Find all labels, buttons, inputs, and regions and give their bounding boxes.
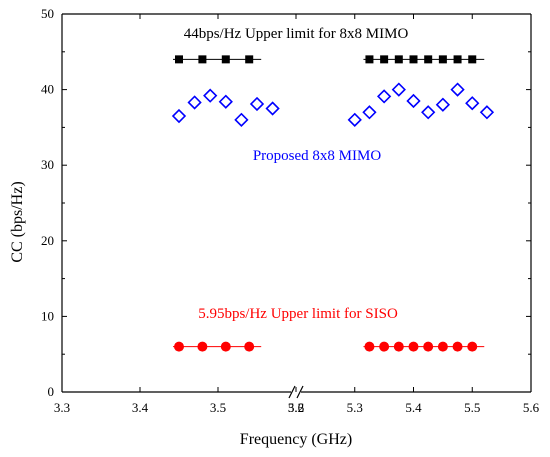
data-point-circle — [452, 341, 463, 352]
data-point-diamond — [347, 112, 362, 127]
annotations: 44bps/Hz Upper limit for 8x8 MIMO Propose… — [184, 26, 409, 322]
data-point-circle — [408, 341, 419, 352]
data-point-circle — [423, 341, 434, 352]
data-point-diamond — [376, 89, 392, 104]
data-point-square — [198, 55, 207, 64]
data-point-diamond — [265, 101, 280, 116]
x-tick-label: 5.3 — [347, 400, 363, 415]
data-point-square — [409, 55, 418, 64]
annotation-label: Proposed 8x8 MIMO — [253, 148, 382, 164]
data-point-circle — [244, 341, 255, 352]
axis-break-mark — [296, 385, 304, 399]
data-point-square — [380, 55, 389, 64]
data-point-circle — [467, 341, 478, 352]
data-point-square — [245, 55, 254, 64]
x-tick-label: 3.6 — [288, 400, 305, 415]
x-tick-label: 3.5 — [210, 400, 226, 415]
x-tick-label: 3.4 — [132, 400, 149, 415]
data-point-diamond — [406, 93, 421, 109]
data-point-circle — [437, 341, 448, 352]
data-point-square — [365, 55, 374, 64]
data-point-square — [424, 55, 433, 64]
y-tick-label: 50 — [41, 6, 54, 21]
y-tick-label: 0 — [48, 384, 55, 399]
x-tick-label: 5.2 — [288, 400, 304, 415]
data-point-diamond — [234, 112, 249, 127]
data-point-diamond — [450, 82, 465, 97]
x-tick-label: 5.5 — [464, 400, 480, 415]
data-point-circle — [197, 341, 208, 352]
x-axis-title: Frequency (GHz) — [240, 431, 352, 448]
data-point-square — [468, 55, 477, 64]
data-point-diamond — [479, 105, 495, 120]
data-point-square — [175, 55, 183, 64]
data-point-circle — [364, 341, 375, 352]
annotation-label: 44bps/Hz Upper limit for 8x8 MIMO — [184, 26, 409, 42]
data-point-circle — [379, 341, 390, 352]
y-axis-title: CC (bps/Hz) — [9, 181, 26, 262]
data-point-square — [438, 55, 447, 64]
data-point-square — [394, 55, 403, 64]
data-point-diamond — [362, 105, 377, 120]
data-point-diamond — [421, 105, 436, 120]
data-point-diamond — [435, 97, 451, 112]
data-point-diamond — [249, 96, 265, 112]
data-point-circle — [220, 341, 231, 352]
x-tick-label: 5.4 — [405, 400, 422, 415]
data-point-square — [221, 55, 230, 64]
data-point-circle — [393, 341, 404, 352]
data-point-circle — [174, 341, 184, 352]
axis-break-mark — [288, 385, 296, 399]
y-tick-label: 10 — [41, 308, 54, 323]
data-point-diamond — [171, 108, 187, 124]
series — [171, 55, 495, 352]
y-tick-label: 30 — [41, 157, 54, 172]
data-point-diamond — [218, 94, 233, 109]
y-tick-label: 20 — [41, 233, 54, 248]
annotation-label: 5.95bps/Hz Upper limit for SISO — [198, 306, 398, 322]
axes — [61, 13, 532, 399]
data-point-diamond — [187, 95, 202, 110]
data-point-square — [453, 55, 462, 64]
data-point-diamond — [203, 88, 218, 103]
data-point-diamond — [391, 82, 406, 97]
x-tick-label: 5.6 — [523, 400, 540, 415]
y-tick-label: 40 — [41, 82, 54, 97]
data-point-diamond — [465, 96, 480, 111]
x-tick-label: 3.3 — [54, 400, 70, 415]
ticks: 0 10 20 30 40 50 3.3 3.4 3.5 3.65.2 5.3 5.4 5.5 5.6 — [41, 6, 540, 415]
